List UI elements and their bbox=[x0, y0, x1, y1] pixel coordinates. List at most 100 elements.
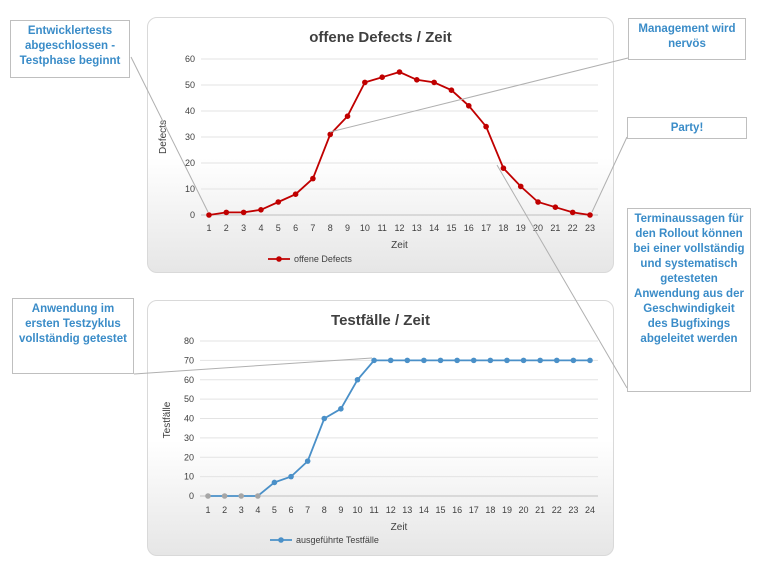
testcases-data-point bbox=[321, 415, 328, 422]
defects-data-point bbox=[483, 123, 489, 130]
testcases-data-point bbox=[271, 479, 278, 486]
defects-data-point bbox=[535, 199, 541, 205]
testcases-chart-panel: Testfälle / Zeit bbox=[147, 300, 614, 556]
testcases-x-tick-label: 12 bbox=[386, 505, 396, 515]
testcases-x-tick-label: 19 bbox=[502, 505, 512, 515]
testcases-y-tick-label: 30 bbox=[184, 433, 194, 443]
testcases-data-point bbox=[288, 473, 294, 480]
testcases-y-tick-label: 20 bbox=[184, 452, 194, 462]
defects-y-axis-label: Defects bbox=[158, 120, 169, 154]
testcases-x-tick-label: 13 bbox=[402, 505, 412, 515]
testcases-data-point bbox=[304, 458, 311, 464]
testcases-x-tick-label: 7 bbox=[305, 505, 310, 515]
callout-management: Management wird nervös bbox=[628, 18, 746, 60]
testcases-x-tick-label: 6 bbox=[289, 505, 294, 515]
testcases-x-tick-label: 24 bbox=[585, 505, 595, 515]
defects-chart-panel: offene Defects / Zeit bbox=[147, 17, 614, 273]
testcases-y-tick-label: 0 bbox=[189, 491, 194, 501]
defects-y-tick-label: 10 bbox=[185, 184, 195, 194]
defects-y-tick-label: 0 bbox=[190, 210, 195, 220]
defects-data-point bbox=[344, 113, 351, 119]
testcases-data-point bbox=[504, 357, 510, 364]
testcases-y-tick-label: 80 bbox=[184, 336, 194, 346]
testcases-x-axis-label: Zeit bbox=[391, 522, 408, 533]
testcases-data-point bbox=[454, 357, 460, 364]
defects-y-tick-label: 30 bbox=[185, 132, 195, 142]
defects-x-tick-label: 15 bbox=[446, 223, 456, 233]
defects-data-point bbox=[258, 207, 264, 213]
defects-x-tick-label: 20 bbox=[533, 223, 543, 233]
defects-x-tick-label: 2 bbox=[224, 223, 229, 233]
testcases-y-tick-label: 70 bbox=[184, 355, 194, 365]
defects-x-tick-label: 14 bbox=[429, 223, 439, 233]
defects-x-tick-label: 17 bbox=[481, 223, 491, 233]
defects-data-point bbox=[379, 74, 385, 80]
testcases-data-point bbox=[255, 493, 261, 499]
defects-data-point bbox=[517, 183, 524, 190]
defects-data-point bbox=[396, 69, 403, 75]
testcases-x-tick-label: 16 bbox=[452, 505, 462, 515]
testcases-x-tick-label: 10 bbox=[352, 505, 362, 515]
defects-x-tick-label: 11 bbox=[378, 223, 387, 233]
testcases-data-point bbox=[587, 357, 593, 364]
testcases-data-point bbox=[338, 406, 344, 412]
testcases-x-tick-label: 8 bbox=[322, 505, 327, 515]
callout-connector-line bbox=[591, 136, 628, 213]
defects-x-tick-label: 5 bbox=[276, 223, 281, 233]
testcases-data-point bbox=[205, 493, 211, 499]
testcases-x-tick-label: 3 bbox=[239, 505, 244, 515]
testcases-y-tick-label: 10 bbox=[184, 472, 194, 482]
testcases-data-point bbox=[221, 493, 228, 499]
callout-connector-line bbox=[130, 56, 209, 213]
defects-x-tick-label: 6 bbox=[293, 223, 298, 233]
testcases-x-tick-label: 23 bbox=[568, 505, 578, 515]
defects-legend-label: offene Defects bbox=[294, 254, 352, 264]
testcases-data-point bbox=[404, 357, 411, 364]
defects-x-tick-label: 12 bbox=[394, 223, 404, 233]
defects-data-point bbox=[552, 204, 559, 210]
testcases-data-point bbox=[387, 357, 394, 364]
testcases-data-point bbox=[487, 357, 494, 364]
testcases-x-tick-label: 2 bbox=[222, 505, 227, 515]
testcases-x-tick-label: 20 bbox=[519, 505, 529, 515]
defects-data-point bbox=[206, 212, 212, 218]
testcases-x-tick-label: 21 bbox=[535, 505, 545, 515]
testcases-data-point bbox=[570, 357, 577, 364]
defects-data-point bbox=[223, 209, 230, 216]
testcases-x-tick-label: 15 bbox=[436, 505, 446, 515]
callout-first-cycle: Anwendung im ersten Testzyklus vollständ… bbox=[12, 298, 134, 374]
testcases-x-tick-label: 18 bbox=[485, 505, 495, 515]
defects-legend-marker bbox=[276, 256, 282, 262]
callout-connector-line bbox=[329, 57, 629, 133]
defects-x-tick-label: 18 bbox=[498, 223, 508, 233]
defects-x-tick-label: 21 bbox=[550, 223, 560, 233]
testcases-data-point bbox=[238, 493, 245, 499]
testcases-x-tick-label: 22 bbox=[552, 505, 562, 515]
defects-x-tick-label: 9 bbox=[345, 223, 350, 233]
defects-x-tick-label: 19 bbox=[516, 223, 526, 233]
defects-x-tick-label: 13 bbox=[412, 223, 422, 233]
defects-x-tick-label: 8 bbox=[328, 223, 333, 233]
defects-data-point bbox=[569, 209, 576, 216]
callout-connector-line bbox=[496, 164, 628, 389]
testcases-y-axis-label: Testfälle bbox=[162, 401, 173, 438]
testcases-x-tick-label: 17 bbox=[469, 505, 479, 515]
testcases-x-tick-label: 1 bbox=[205, 505, 210, 515]
defects-data-point bbox=[327, 131, 334, 138]
defects-data-point bbox=[431, 79, 437, 86]
testcases-x-tick-label: 9 bbox=[338, 505, 343, 515]
defects-x-tick-label: 23 bbox=[585, 223, 595, 233]
defects-x-tick-label: 7 bbox=[310, 223, 315, 233]
testcases-x-tick-label: 14 bbox=[419, 505, 429, 515]
testcases-y-tick-label: 50 bbox=[184, 394, 194, 404]
testcases-y-tick-label: 60 bbox=[184, 375, 194, 385]
testcases-x-tick-label: 5 bbox=[272, 505, 277, 515]
callout-party: Party! bbox=[627, 117, 747, 139]
testcases-legend-marker bbox=[278, 537, 284, 543]
callout-dev-tests: Entwicklertests abgeschlossen - Testphas… bbox=[10, 20, 130, 78]
defects-series-line bbox=[208, 71, 591, 216]
callout-forecast: Terminaussagen für den Rollout können be… bbox=[627, 208, 751, 392]
defects-data-point bbox=[240, 209, 247, 216]
defects-y-tick-label: 50 bbox=[185, 80, 195, 90]
